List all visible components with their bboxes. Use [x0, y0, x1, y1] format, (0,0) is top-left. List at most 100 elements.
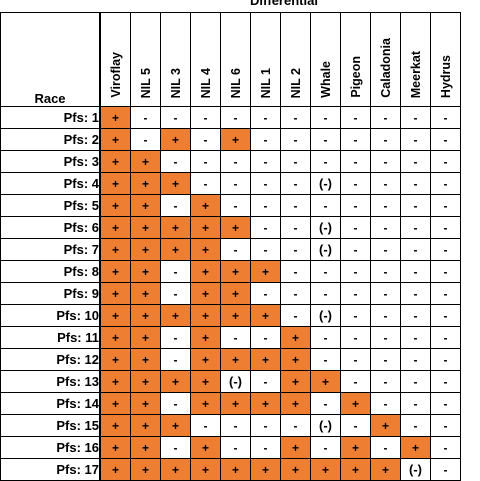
reaction-cell: +	[130, 458, 161, 481]
race-label: Pfs: 1	[0, 106, 101, 129]
reaction-cell: +	[280, 436, 311, 459]
reaction-cell: +	[190, 238, 221, 261]
reaction-cell: +	[220, 128, 251, 151]
reaction-cell: +	[220, 304, 251, 327]
race-label: Pfs: 2	[0, 128, 101, 151]
reaction-cell: -	[280, 128, 311, 151]
reaction-cell: -	[220, 238, 251, 261]
race-label: Pfs: 17	[0, 458, 101, 481]
reaction-cell: -	[400, 106, 431, 129]
reaction-cell: -	[400, 392, 431, 415]
reaction-cell: +	[190, 216, 221, 239]
reaction-cell: -	[250, 436, 281, 459]
reaction-cell: -	[220, 194, 251, 217]
header-row: Race Viroflay NIL 5 NIL 3 NIL 4 NIL 6 NIL 1 NI…	[0, 12, 461, 107]
reaction-cell: +	[220, 392, 251, 415]
reaction-cell: -	[280, 194, 311, 217]
reaction-cell: (-)	[310, 216, 341, 239]
reaction-cell: -	[430, 106, 461, 129]
reaction-cell: -	[160, 150, 191, 173]
reaction-cell: +	[220, 260, 251, 283]
reaction-cell: -	[430, 216, 461, 239]
reaction-cell: -	[370, 260, 401, 283]
differential-header: NIL 6	[220, 12, 251, 107]
reaction-cell: -	[250, 414, 281, 437]
differential-label: Viroflay	[108, 52, 123, 98]
race-label: Pfs: 5	[0, 194, 101, 217]
reaction-cell: +	[340, 458, 371, 481]
table-row: Pfs: 8 + + - + + + - - - - - -	[0, 260, 461, 283]
table-row: Pfs: 7 + + + + - - - (-) - - - -	[0, 238, 461, 261]
table-row: Pfs: 17 + + + + + + + + + + (-) -	[0, 458, 461, 481]
reaction-cell: -	[370, 150, 401, 173]
reaction-cell: -	[400, 194, 431, 217]
reaction-cell: -	[400, 260, 431, 283]
table-body: Pfs: 1 + - - - - - - - - - - - Pfs: 2 + - + - + - - - - - - - Pfs:…	[0, 106, 461, 481]
differential-header: Pigeon	[340, 12, 371, 107]
table-title: Differential	[250, 0, 318, 8]
reaction-cell: -	[430, 304, 461, 327]
reaction-cell: -	[220, 150, 251, 173]
reaction-cell: -	[430, 260, 461, 283]
reaction-cell: +	[130, 282, 161, 305]
reaction-cell: -	[220, 326, 251, 349]
reaction-cell: -	[400, 128, 431, 151]
reaction-cell: +	[280, 458, 311, 481]
reaction-cell: -	[340, 238, 371, 261]
reaction-cell: (-)	[310, 238, 341, 261]
reaction-cell: +	[99, 150, 131, 173]
reaction-cell: -	[250, 194, 281, 217]
reaction-cell: -	[220, 414, 251, 437]
reaction-cell: -	[310, 392, 341, 415]
reaction-cell: -	[400, 326, 431, 349]
reaction-cell: -	[340, 216, 371, 239]
reaction-cell: (-)	[310, 414, 341, 437]
reaction-cell: -	[430, 238, 461, 261]
reaction-cell: +	[99, 370, 131, 393]
reaction-cell: -	[400, 282, 431, 305]
reaction-cell: -	[340, 282, 371, 305]
reaction-cell: -	[310, 128, 341, 151]
reaction-cell: +	[130, 392, 161, 415]
race-column-header: Race	[0, 12, 101, 107]
reaction-cell: -	[400, 370, 431, 393]
reaction-cell: -	[370, 282, 401, 305]
reaction-cell: +	[160, 414, 191, 437]
reaction-cell: +	[130, 150, 161, 173]
reaction-cell: +	[340, 392, 371, 415]
reaction-cell: -	[250, 370, 281, 393]
reaction-cell: +	[160, 216, 191, 239]
race-label: Pfs: 9	[0, 282, 101, 305]
differential-header: Viroflay	[99, 12, 131, 107]
reaction-cell: -	[280, 304, 311, 327]
reaction-cell: -	[430, 194, 461, 217]
reaction-cell: -	[340, 326, 371, 349]
reaction-cell: +	[99, 172, 131, 195]
reaction-cell: -	[430, 348, 461, 371]
table-row: Pfs: 13 + + + + (-) - + + - - - -	[0, 370, 461, 393]
reaction-cell: +	[130, 216, 161, 239]
reaction-cell: +	[99, 414, 131, 437]
reaction-cell: -	[160, 260, 191, 283]
differential-header: NIL 1	[250, 12, 281, 107]
race-label: Pfs: 12	[0, 348, 101, 371]
reaction-cell: -	[130, 128, 161, 151]
differential-label: NIL 5	[138, 67, 153, 98]
reaction-cell: +	[130, 370, 161, 393]
reaction-cell: -	[340, 304, 371, 327]
table-row: Pfs: 4 + + + - - - - (-) - - - -	[0, 172, 461, 195]
reaction-cell: +	[250, 304, 281, 327]
reaction-cell: +	[190, 370, 221, 393]
reaction-cell: +	[190, 436, 221, 459]
reaction-cell: -	[400, 238, 431, 261]
reaction-cell: -	[370, 436, 401, 459]
reaction-cell: -	[400, 304, 431, 327]
reaction-cell: -	[250, 326, 281, 349]
reaction-cell: -	[430, 370, 461, 393]
reaction-cell: +	[160, 304, 191, 327]
reaction-cell: +	[280, 392, 311, 415]
reaction-cell: -	[280, 216, 311, 239]
reaction-cell: -	[160, 282, 191, 305]
reaction-cell: -	[370, 172, 401, 195]
table-row: Pfs: 1 + - - - - - - - - - - -	[0, 106, 461, 129]
